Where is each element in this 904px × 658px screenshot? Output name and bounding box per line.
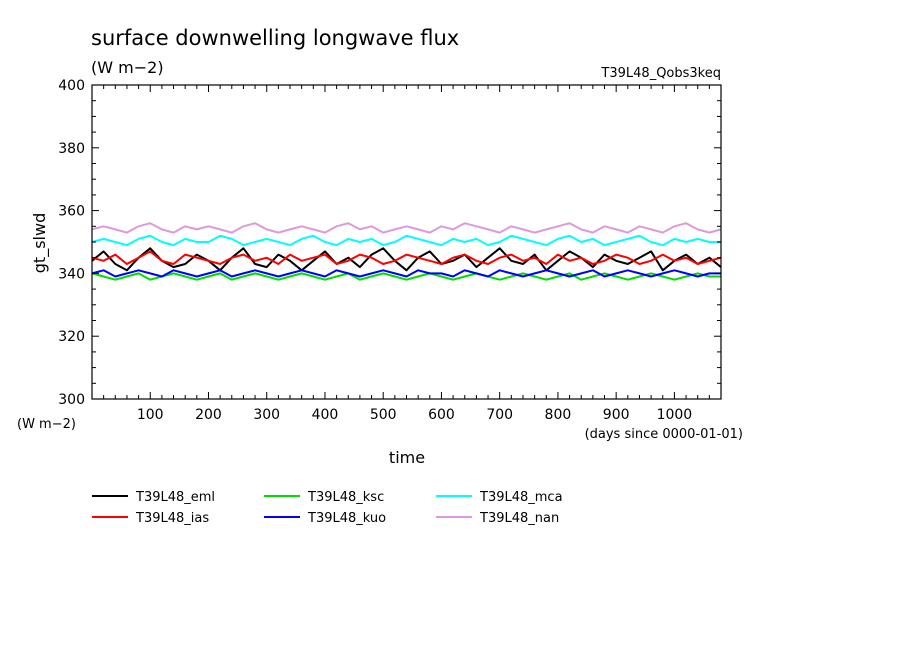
- experiment-label: T39L48_Qobs3keq: [600, 66, 721, 81]
- legend-label-T39L48_mca: T39L48_mca: [479, 490, 563, 505]
- x-tick-label: 200: [195, 407, 222, 423]
- y-tick-label: 380: [58, 141, 85, 157]
- y-tick-label: 320: [58, 329, 85, 345]
- x-tick-label: 900: [603, 407, 630, 423]
- chart-title: surface downwelling longwave flux: [91, 26, 459, 50]
- x-tick-label: 500: [370, 407, 397, 423]
- series-line-T39L48_mca: [91, 234, 721, 247]
- legend: T39L48_eml T39L48_ias T39L48_ksc T39L48_kuo…: [92, 490, 563, 526]
- plot-series: [91, 222, 722, 281]
- series-line-T39L48_eml: [91, 247, 722, 272]
- y-tick-label: 400: [58, 78, 85, 94]
- x-tick-label: 100: [137, 407, 164, 423]
- legend-label-T39L48_nan: T39L48_nan: [479, 511, 559, 526]
- y-axis-label: gt_slwd: [30, 213, 50, 273]
- x-tick-label: 600: [428, 407, 455, 423]
- series-line-T39L48_kuo: [91, 269, 721, 278]
- y-tick-label: 360: [58, 204, 85, 220]
- y-tick-label: 300: [58, 392, 85, 408]
- plot-frame: [91, 84, 722, 400]
- axes: 100 200 300 400 500 600 700 800 900 1000 300 320 340…: [58, 78, 722, 423]
- x-axis-label: time: [389, 448, 425, 467]
- x-tick-label: 1000: [657, 407, 693, 423]
- x-tick-label: 700: [486, 407, 513, 423]
- series-line-T39L48_ksc: [91, 272, 721, 281]
- x-tick-label: 400: [312, 407, 339, 423]
- y-axis-units: (W m−2): [17, 417, 76, 432]
- series-line-T39L48_ias: [91, 250, 722, 265]
- legend-label-T39L48_ias: T39L48_ias: [135, 511, 209, 526]
- x-axis-units: (days since 0000-01-01): [585, 427, 743, 442]
- legend-label-T39L48_ksc: T39L48_ksc: [307, 490, 384, 505]
- x-tick-label: 300: [253, 407, 280, 423]
- x-tick-label: 800: [545, 407, 572, 423]
- title-units: (W m−2): [91, 58, 164, 77]
- legend-label-T39L48_kuo: T39L48_kuo: [307, 511, 386, 526]
- y-tick-label: 340: [58, 266, 85, 282]
- legend-label-T39L48_eml: T39L48_eml: [135, 490, 215, 505]
- series-line-T39L48_nan: [91, 222, 722, 234]
